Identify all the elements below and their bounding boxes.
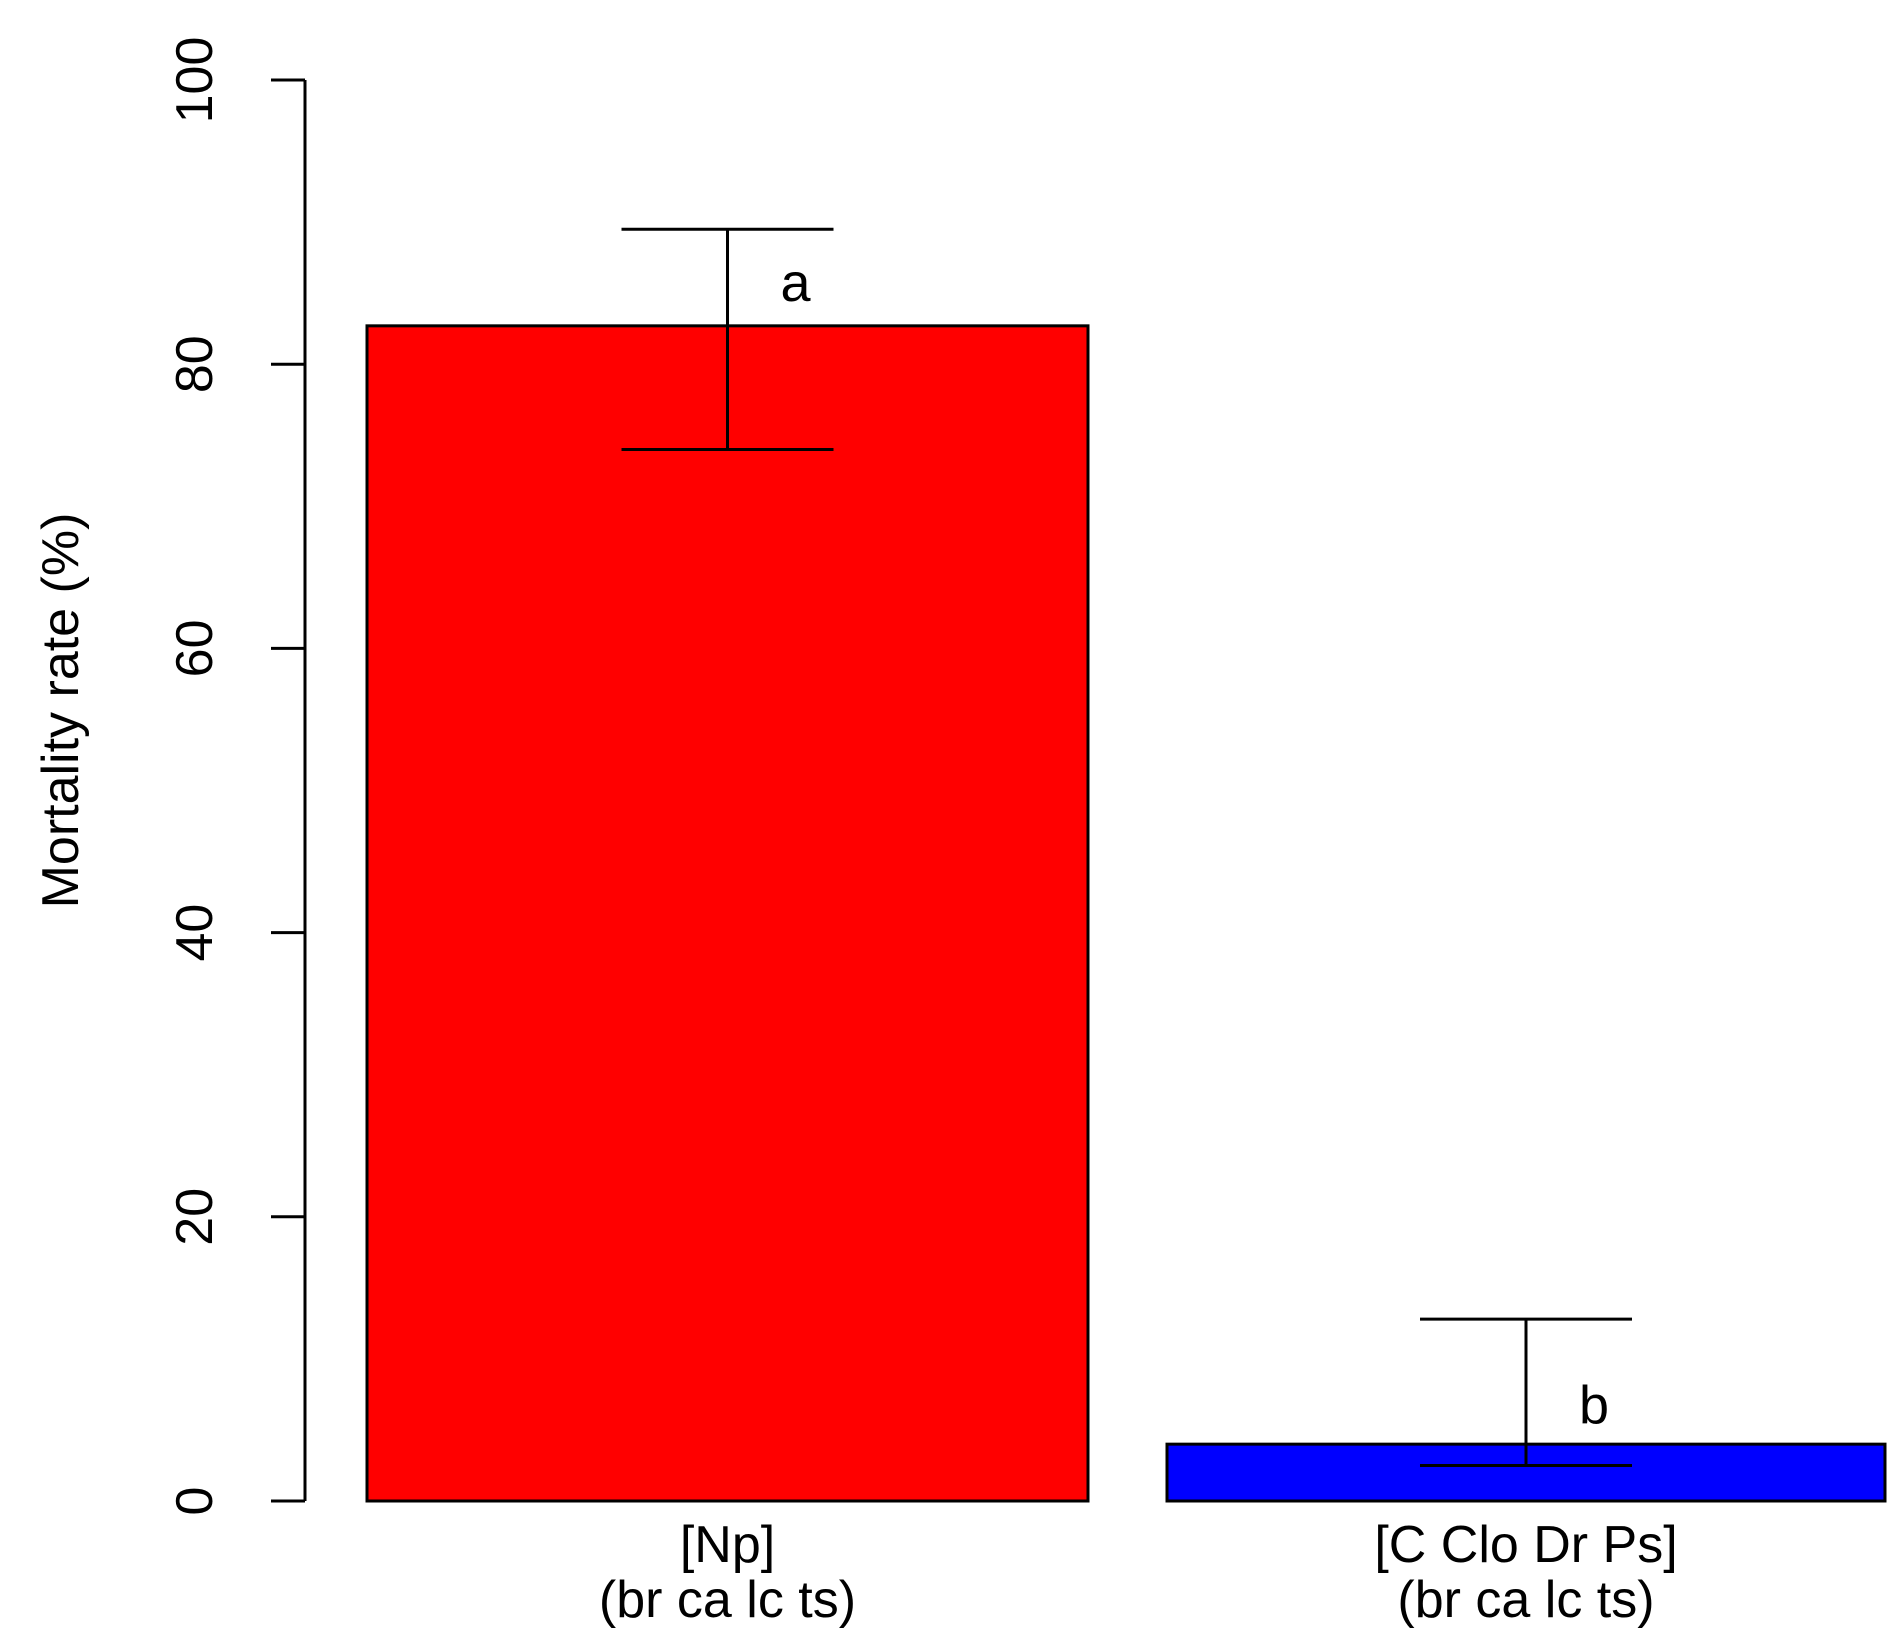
y-tick-label: 80 [166,335,224,393]
category-sublabel-1: (br ca lc ts) [599,1571,856,1629]
bar-1 [365,324,1090,1503]
labels: a[Np](br ca lc ts)b[C Clo Dr Ps](br ca l… [599,253,1678,1629]
bars [365,324,1887,1503]
significance-letter-1: a [780,253,811,313]
y-tick-label: 40 [166,904,224,962]
y-axis: 0 20 40 60 80 100 Mortality rate (%) [32,37,307,1516]
y-tick-label: 100 [166,37,224,124]
y-tick-label: 0 [166,1487,224,1516]
category-label-1: [Np] [680,1516,775,1574]
y-tick-label: 20 [166,1188,224,1246]
significance-letter-2: b [1579,1375,1609,1435]
error-bars [621,227,1632,1467]
category-label-2: [C Clo Dr Ps] [1374,1516,1677,1574]
y-tick-label: 60 [166,619,224,677]
category-sublabel-2: (br ca lc ts) [1397,1571,1654,1629]
y-axis-title: Mortality rate (%) [32,513,90,909]
